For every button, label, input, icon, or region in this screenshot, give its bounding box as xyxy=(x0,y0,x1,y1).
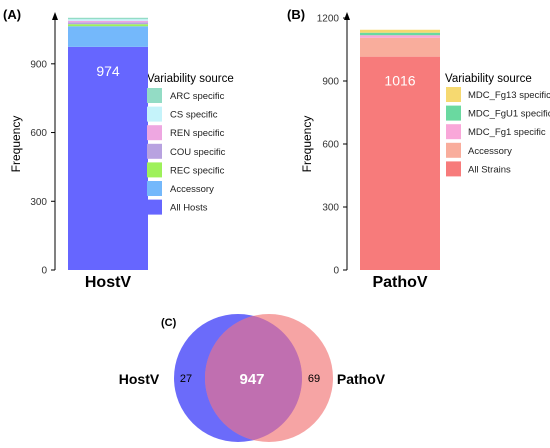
panel-a-label: (A) xyxy=(3,7,21,22)
venn-pathov-only-count: 69 xyxy=(308,373,320,385)
chart-b-legend-swatch xyxy=(446,105,461,121)
chart-b-bar-data-label: 1016 xyxy=(384,73,415,89)
venn-intersection xyxy=(204,315,303,441)
chart-b-legend-swatch xyxy=(446,87,461,102)
chart-a-bar-segment xyxy=(68,22,148,25)
chart-b-bar-segment xyxy=(360,56,440,270)
chart-a-legend-label: CS specific xyxy=(170,110,218,121)
chart-a-bar-segment xyxy=(68,19,148,21)
chart-a-legend-swatch xyxy=(147,181,162,196)
chart-a-legend-title: Variability source xyxy=(147,73,234,85)
chart-a-y-tick-label: 0 xyxy=(41,266,47,277)
chart-b-bar-segment xyxy=(360,29,440,33)
chart-a-bar-segment xyxy=(68,17,148,20)
chart-a-bar-segment xyxy=(68,20,148,23)
chart-a-legend-swatch xyxy=(147,143,162,159)
chart-b-legend-swatch xyxy=(446,124,461,140)
chart-b-y-axis-arrow xyxy=(344,12,350,20)
chart-a-y-axis-label: Frequency xyxy=(9,116,23,173)
chart-a-bar-segment xyxy=(68,24,148,27)
venn-hostv-label: HostV xyxy=(119,371,160,387)
chart-a-y-tick-label: 300 xyxy=(30,197,47,208)
chart-a-legend-label: REN specific xyxy=(170,128,225,139)
panel-b-label: (B) xyxy=(287,7,305,22)
chart-a-bar-segment xyxy=(68,26,148,47)
chart-b-legend-label: Accessory xyxy=(468,146,512,157)
chart-a-legend-swatch xyxy=(147,199,162,215)
chart-b-legend-swatch xyxy=(446,142,461,158)
chart-a-legend-swatch xyxy=(147,162,162,178)
venn-pathov-label: PathoV xyxy=(337,371,386,387)
venn-hostv-only-count: 27 xyxy=(180,373,192,385)
chart-b-y-tick-label: 600 xyxy=(322,140,339,151)
chart-b-legend-label: MDC_FgU1 specific xyxy=(468,109,550,120)
chart-a-legend-label: COU specific xyxy=(170,147,226,158)
chart-a-legend-label: All Hosts xyxy=(170,203,208,214)
chart-b-legend-label: All Strains xyxy=(468,164,511,175)
chart-b-bar-segment xyxy=(360,35,440,38)
chart-b-legend-label: MDC_Fg1 specific xyxy=(468,127,546,138)
chart-b-y-axis-label: Frequency xyxy=(300,116,314,173)
chart-b-category-label: PathoV xyxy=(372,274,427,291)
chart-a-bar-data-label: 974 xyxy=(96,63,120,79)
chart-b-bar-segment xyxy=(360,37,440,57)
chart-a-y-tick-label: 600 xyxy=(30,128,47,139)
chart-a-legend-swatch xyxy=(147,125,162,141)
chart-a-legend-swatch xyxy=(147,88,162,103)
chart-a-legend-label: REC specific xyxy=(170,165,225,176)
panel-c-label: (C) xyxy=(161,317,177,329)
chart-a-hostv: Frequency HostV Variability source 0 300 6… xyxy=(9,12,234,291)
chart-a-legend-label: ARC specific xyxy=(170,91,225,102)
chart-b-legend-label: MDC_Fg13 specific xyxy=(468,90,550,101)
chart-a-y-axis-arrow xyxy=(52,12,58,20)
chart-a-legend-label: Accessory xyxy=(170,184,214,195)
chart-a-category-label: HostV xyxy=(85,274,132,291)
chart-a-legend-swatch xyxy=(147,106,162,122)
chart-b-y-tick-label: 300 xyxy=(322,203,339,214)
chart-b-y-tick-label: 0 xyxy=(333,266,339,277)
chart-b-bar-segment xyxy=(360,32,440,36)
chart-a-y-tick-label: 900 xyxy=(30,59,47,70)
chart-b-legend-swatch xyxy=(446,161,461,177)
chart-b-y-tick-label: 900 xyxy=(322,77,339,88)
chart-a-bar-segment xyxy=(68,46,148,271)
venn-diagram: HostV PathoV 27 69 947 xyxy=(119,314,386,442)
chart-b-legend-title: Variability source xyxy=(445,73,532,85)
chart-b-pathov: Frequency PathoV Variability source 0 300… xyxy=(300,12,550,291)
venn-intersection-count: 947 xyxy=(239,371,264,388)
chart-b-y-tick-label: 1200 xyxy=(317,14,340,25)
